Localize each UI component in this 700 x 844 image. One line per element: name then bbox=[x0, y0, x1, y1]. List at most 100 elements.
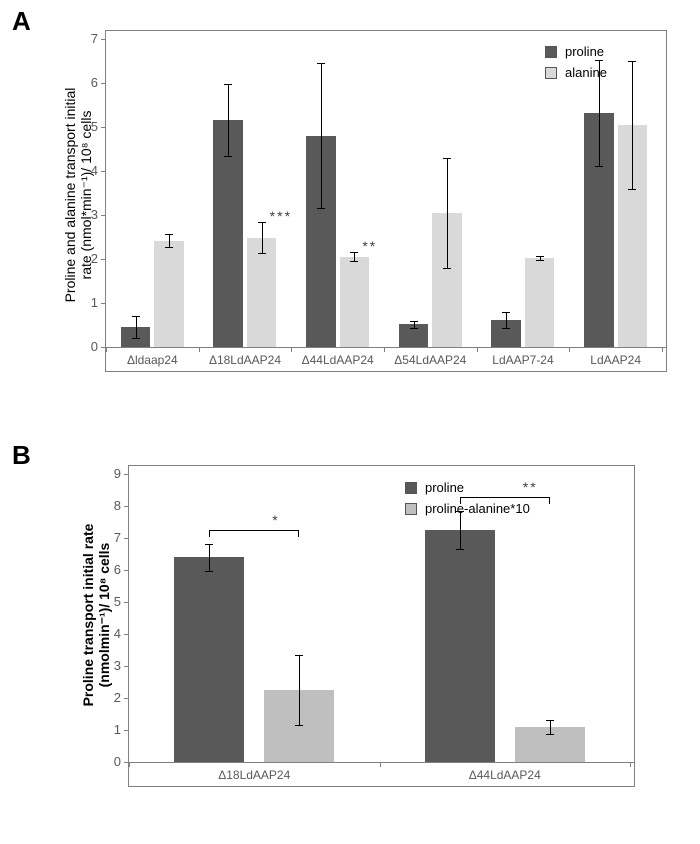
chart-b-y-label: Proline transport initial rate(nmolmin⁻¹… bbox=[80, 470, 113, 760]
legend-swatch-proline bbox=[405, 482, 417, 494]
x-tick bbox=[384, 347, 385, 352]
y-tick bbox=[101, 83, 106, 84]
error-bar bbox=[136, 316, 137, 338]
error-cap bbox=[205, 571, 213, 572]
chart-a-legend: proline alanine bbox=[545, 44, 607, 86]
x-tick-label: Δ18LdAAP24 bbox=[199, 353, 292, 367]
legend-item: alanine bbox=[545, 65, 607, 80]
x-tick bbox=[380, 762, 381, 767]
y-tick bbox=[124, 538, 129, 539]
significance-mark: *** bbox=[270, 208, 292, 224]
bar bbox=[425, 530, 495, 762]
x-tick-label: Δ44LdAAP24 bbox=[291, 353, 384, 367]
significance-mark: * bbox=[272, 512, 279, 528]
error-bar bbox=[321, 63, 322, 208]
error-cap bbox=[546, 734, 554, 735]
x-tick bbox=[569, 347, 570, 352]
x-tick bbox=[129, 762, 130, 767]
error-cap bbox=[456, 549, 464, 550]
panel-b-label: B bbox=[12, 440, 31, 471]
error-cap bbox=[224, 156, 232, 157]
error-bar bbox=[299, 655, 300, 725]
error-cap bbox=[132, 316, 140, 317]
chart-b-legend: proline proline-alanine*10 bbox=[405, 480, 530, 522]
error-cap bbox=[258, 253, 266, 254]
x-tick-label: Δ54LdAAP24 bbox=[384, 353, 477, 367]
error-cap bbox=[502, 328, 510, 329]
error-cap bbox=[165, 234, 173, 235]
chart-b-box: 0123456789Δ18LdAAP24Δ44LdAAP24*** bbox=[128, 465, 635, 787]
y-tick bbox=[101, 127, 106, 128]
y-tick bbox=[101, 39, 106, 40]
legend-label: proline bbox=[425, 480, 464, 495]
error-bar bbox=[262, 222, 263, 253]
x-tick bbox=[291, 347, 292, 352]
y-tick bbox=[124, 602, 129, 603]
y-tick bbox=[101, 171, 106, 172]
error-cap bbox=[502, 312, 510, 313]
significance-bracket bbox=[209, 530, 299, 531]
error-cap bbox=[410, 328, 418, 329]
error-cap bbox=[536, 256, 544, 257]
error-cap bbox=[224, 84, 232, 85]
bar bbox=[154, 241, 184, 347]
significance-mark: ** bbox=[362, 238, 377, 254]
error-cap bbox=[317, 208, 325, 209]
y-tick bbox=[124, 506, 129, 507]
error-cap bbox=[350, 261, 358, 262]
x-axis-line bbox=[129, 762, 634, 763]
y-tick bbox=[101, 259, 106, 260]
figure: A 01234567Δldaap24Δ18LdAAP24Δ44LdAAP24Δ5… bbox=[0, 0, 700, 844]
error-cap bbox=[443, 268, 451, 269]
error-cap bbox=[546, 720, 554, 721]
legend-item: proline-alanine*10 bbox=[405, 501, 530, 516]
legend-swatch-proline bbox=[545, 46, 557, 58]
x-axis-line bbox=[106, 347, 666, 348]
x-tick bbox=[199, 347, 200, 352]
x-tick-label: Δ18LdAAP24 bbox=[129, 768, 380, 782]
y-tick bbox=[101, 215, 106, 216]
legend-swatch-alanine bbox=[545, 67, 557, 79]
x-tick bbox=[106, 347, 107, 352]
error-cap bbox=[258, 222, 266, 223]
error-cap bbox=[317, 63, 325, 64]
error-bar bbox=[354, 252, 355, 261]
error-cap bbox=[628, 189, 636, 190]
y-tick bbox=[124, 634, 129, 635]
legend-item: proline bbox=[405, 480, 530, 495]
error-bar bbox=[550, 720, 551, 734]
error-bar bbox=[632, 61, 633, 189]
x-tick-label: Δldaap24 bbox=[106, 353, 199, 367]
error-cap bbox=[628, 61, 636, 62]
bar bbox=[340, 257, 370, 347]
error-cap bbox=[165, 247, 173, 248]
legend-label: proline bbox=[565, 44, 604, 59]
error-bar bbox=[506, 312, 507, 328]
x-tick-label: LdAAP7-24 bbox=[477, 353, 570, 367]
legend-label: proline-alanine*10 bbox=[425, 501, 530, 516]
y-tick bbox=[124, 474, 129, 475]
error-bar bbox=[169, 234, 170, 247]
chart-a-y-label: Proline and alanine transport initialrat… bbox=[62, 35, 95, 355]
y-tick bbox=[124, 570, 129, 571]
legend-item: proline bbox=[545, 44, 607, 59]
y-tick bbox=[124, 666, 129, 667]
error-cap bbox=[443, 158, 451, 159]
error-cap bbox=[205, 544, 213, 545]
error-bar bbox=[414, 321, 415, 328]
y-tick bbox=[124, 698, 129, 699]
error-bar bbox=[228, 84, 229, 156]
error-cap bbox=[132, 338, 140, 339]
x-tick-label: LdAAP24 bbox=[569, 353, 662, 367]
panel-a-label: A bbox=[12, 6, 31, 37]
error-cap bbox=[595, 166, 603, 167]
x-tick bbox=[630, 762, 631, 767]
legend-swatch-proline-alanine bbox=[405, 503, 417, 515]
error-cap bbox=[536, 260, 544, 261]
error-cap bbox=[295, 725, 303, 726]
error-bar bbox=[447, 158, 448, 268]
error-cap bbox=[295, 655, 303, 656]
legend-label: alanine bbox=[565, 65, 607, 80]
y-tick bbox=[124, 730, 129, 731]
error-cap bbox=[350, 252, 358, 253]
